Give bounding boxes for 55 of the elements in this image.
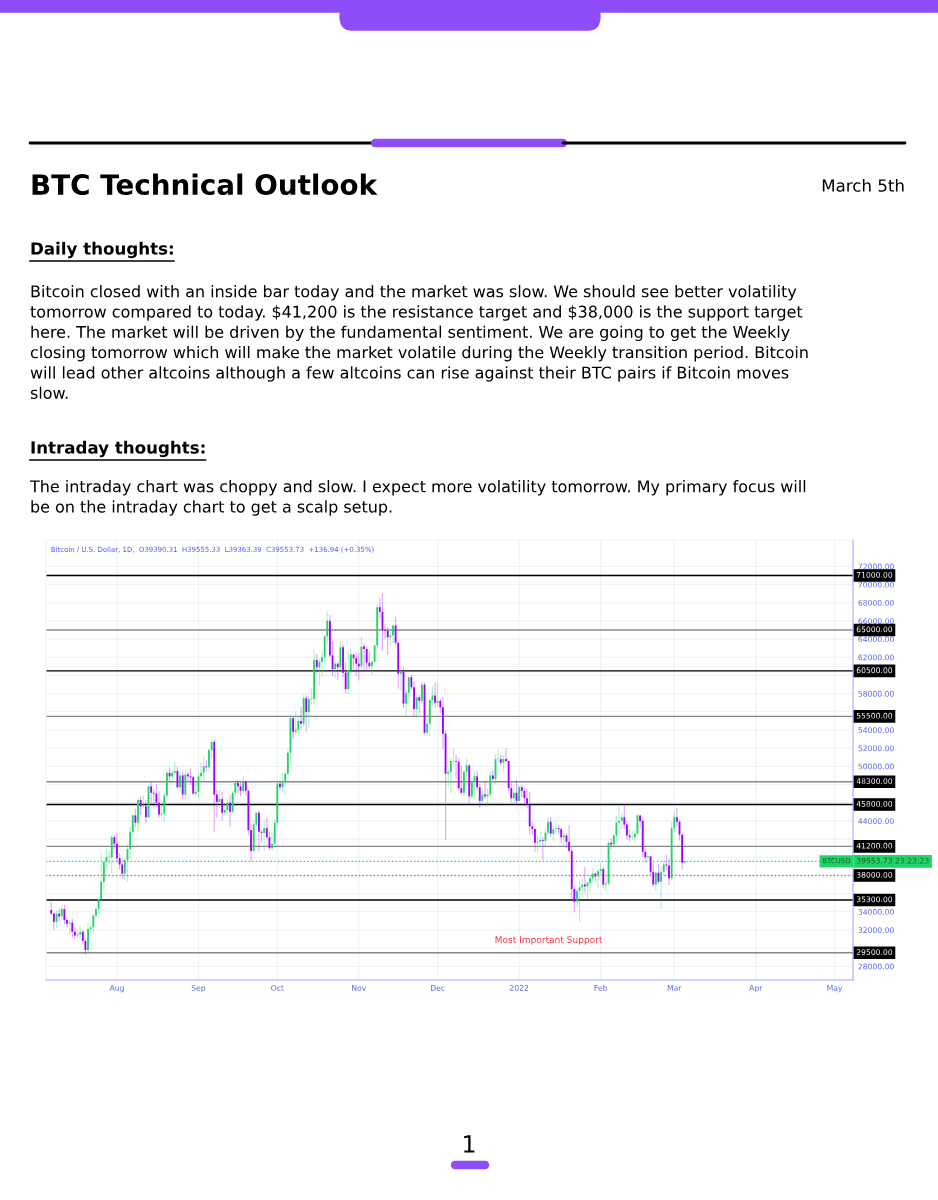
- candlestick: [371, 661, 373, 676]
- candlestick: [476, 771, 479, 790]
- candlestick: [205, 760, 208, 772]
- candlestick: [66, 917, 68, 928]
- chart-title: BTC Technical Outlook: [32, 173, 378, 196]
- candlestick: [384, 623, 387, 639]
- candlestick: [618, 806, 620, 834]
- candlestick: [505, 747, 507, 763]
- candlestick: [668, 858, 670, 886]
- candlestick: [137, 797, 139, 833]
- candlestick: [271, 833, 273, 851]
- candlestick: [392, 624, 394, 644]
- candlestick: [534, 828, 536, 852]
- candlestick: [300, 706, 302, 730]
- chart-subtitle: March 5th: [822, 178, 904, 192]
- candlestick: [526, 788, 528, 808]
- candlestick: [116, 833, 118, 863]
- candlestick: [639, 814, 641, 828]
- candlestick: [166, 771, 168, 797]
- text: Daily thoughts:: [31, 241, 173, 259]
- candlestick: [95, 906, 97, 918]
- candlestick: [463, 770, 465, 797]
- candlestick: [455, 754, 457, 779]
- candlestick: [604, 880, 607, 892]
- candlestick: [321, 651, 323, 677]
- candlestick: [179, 772, 181, 793]
- candlestick: [350, 648, 352, 675]
- candlestick: [160, 802, 163, 820]
- text: Intraday thoughts:: [31, 440, 205, 458]
- text: The intraday chart was choppy and slow. I expect more volatility tomorrow. My primary focus will be on the intraday chart to get a scalp setup.: [29, 480, 806, 516]
- candlestick: [413, 681, 415, 717]
- candlestick: [491, 770, 494, 781]
- candlestick: [547, 817, 549, 836]
- candlestick: [589, 874, 592, 893]
- candlestick: [258, 810, 260, 852]
- text: 1: [464, 1135, 475, 1153]
- candlestick: [208, 748, 210, 772]
- candlestick: [576, 888, 578, 907]
- candlestick: [568, 824, 571, 853]
- candlestick: [68, 919, 71, 935]
- candlestick: [363, 643, 365, 672]
- candlestick: [158, 791, 160, 818]
- candlestick: [434, 682, 436, 708]
- candlestick: [152, 789, 155, 808]
- candlestick: [626, 821, 628, 840]
- candlestick: [597, 868, 599, 889]
- annotation: Most Important Support: [495, 936, 603, 945]
- candlestick: [250, 823, 252, 862]
- text: Bitcoin closed with an inside bar today and the market was slow. We should see better volatility tomorrow compared to today. $41,200 is the resistance target and $38,000 is the support target here. The market will be driven by the fundamental sentiment. We are going to get the Weekly closing tomorrow which will make the market volatile during the Weekly transition period. Bitcoin will lead other altcoins although a few altcoins can rise against their BTC pairs if Bitcoin moves slow.: [30, 285, 808, 399]
- candlestick: [229, 794, 231, 827]
- candlestick: [87, 922, 89, 954]
- candlestick: [555, 822, 557, 835]
- candlestick: [610, 838, 613, 850]
- candlestick: [52, 912, 55, 930]
- candlestick: [647, 853, 649, 861]
